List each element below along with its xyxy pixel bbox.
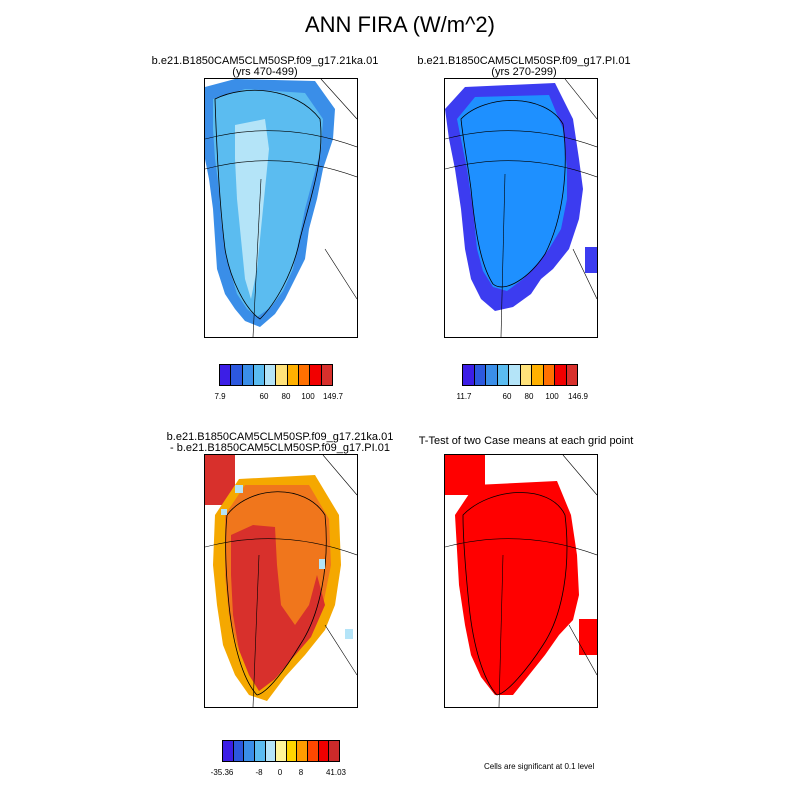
colorbar-swatch [233, 741, 245, 761]
colorbar-tick: 80 [524, 392, 534, 401]
colorbar-swatch [463, 365, 475, 385]
map-pi [444, 78, 598, 338]
colorbar-tick: 41.03 [325, 768, 347, 777]
colorbar-swatch [287, 365, 300, 385]
colorbar-swatch [265, 365, 277, 385]
colorbar-swatch [520, 365, 532, 385]
map-region [235, 119, 269, 299]
colorbar-swatch [286, 741, 298, 761]
map-region [585, 247, 597, 273]
panel-title-top-left: b.e21.B1850CAM5CLM50SP.f09_g17.21ka.01 (… [150, 56, 380, 78]
colorbar-tick: -8 [255, 768, 263, 777]
panel-title-line1: b.e21.B1850CAM5CLM50SP.f09_g17.PI.01 [417, 55, 631, 67]
map-21ka-canvas [205, 79, 357, 337]
colorbar-swatch [329, 741, 340, 761]
colorbar-tick: 11.7 [456, 392, 472, 401]
colorbar-swatch [231, 365, 243, 385]
map-region [579, 619, 597, 655]
figure-title: ANN FIRA (W/m^2) [305, 12, 495, 37]
colorbar-tick: 146.9 [567, 392, 589, 401]
colorbar-swatch [299, 365, 311, 385]
colorbar-swatch [244, 741, 255, 761]
colorbar-tick: 7.9 [214, 392, 226, 401]
panel-title-line2: (yrs 470-499) [232, 66, 298, 78]
colorbar-swatch [253, 365, 266, 385]
panel-title-line2: (yrs 270-299) [491, 66, 557, 78]
colorbar-swatch [318, 741, 330, 761]
colorbar-swatch [321, 365, 332, 385]
map-difference-canvas [205, 455, 357, 707]
map-region [457, 95, 567, 291]
colorbar-swatch [223, 741, 234, 761]
colorbar-swatch [276, 365, 288, 385]
map-region [235, 485, 243, 493]
map-region [221, 509, 227, 515]
map-pi-canvas [445, 79, 597, 337]
map-ttest-canvas [445, 455, 597, 707]
colorbar-swatch [297, 741, 309, 761]
colorbar-tick: -35.36 [210, 768, 234, 777]
colorbar-swatch [242, 365, 254, 385]
map-region [455, 481, 579, 695]
colorbar-swatch [310, 365, 322, 385]
colorbar-tick: 80 [281, 392, 291, 401]
panel-title-top-right: b.e21.B1850CAM5CLM50SP.f09_g17.PI.01 (yr… [404, 56, 644, 78]
colorbar-swatch [254, 741, 266, 761]
panel-title-bottom-right: T-Test of two Case means at each grid po… [418, 435, 634, 447]
colorbar-swatch [220, 365, 232, 385]
colorbar-swatch [532, 365, 544, 385]
colorbar-tick: 60 [502, 392, 512, 401]
colorbar-swatch [497, 365, 509, 385]
map-ttest [444, 454, 598, 708]
colorbar-tick: 149.7 [322, 392, 344, 401]
colorbar-swatch [308, 741, 319, 761]
map-region [319, 559, 325, 569]
map-region [345, 629, 353, 639]
significance-note: Cells are significant at 0.1 level [484, 762, 595, 771]
colorbar-swatch [509, 365, 521, 385]
map-21ka [204, 78, 358, 338]
colorbar-tick: 8 [298, 768, 304, 777]
colorbar-tick: 0 [277, 768, 283, 777]
panel-title-line1: b.e21.B1850CAM5CLM50SP.f09_g17.21ka.01 [166, 431, 394, 443]
colorbar-swatch [543, 365, 555, 385]
colorbar-top-right [462, 364, 578, 386]
colorbar-swatch [486, 365, 498, 385]
colorbar-swatch [276, 741, 287, 761]
colorbar-bottom-left [222, 740, 340, 762]
colorbar-swatch [555, 365, 567, 385]
colorbar-swatch [474, 365, 486, 385]
map-difference [204, 454, 358, 708]
map-region [231, 525, 325, 691]
colorbar-top-left [219, 364, 333, 386]
colorbar-swatch [566, 365, 577, 385]
colorbar-tick: 100 [301, 392, 315, 401]
panel-title-line1: b.e21.B1850CAM5CLM50SP.f09_g17.21ka.01 [151, 55, 379, 67]
colorbar-swatch [265, 741, 277, 761]
colorbar-tick: 60 [259, 392, 269, 401]
panel-title-line2: - b.e21.B1850CAM5CLM50SP.f09_g17.PI.01 [170, 442, 390, 454]
colorbar-tick: 100 [545, 392, 559, 401]
panel-title-bottom-left: b.e21.B1850CAM5CLM50SP.f09_g17.21ka.01 -… [150, 432, 410, 454]
